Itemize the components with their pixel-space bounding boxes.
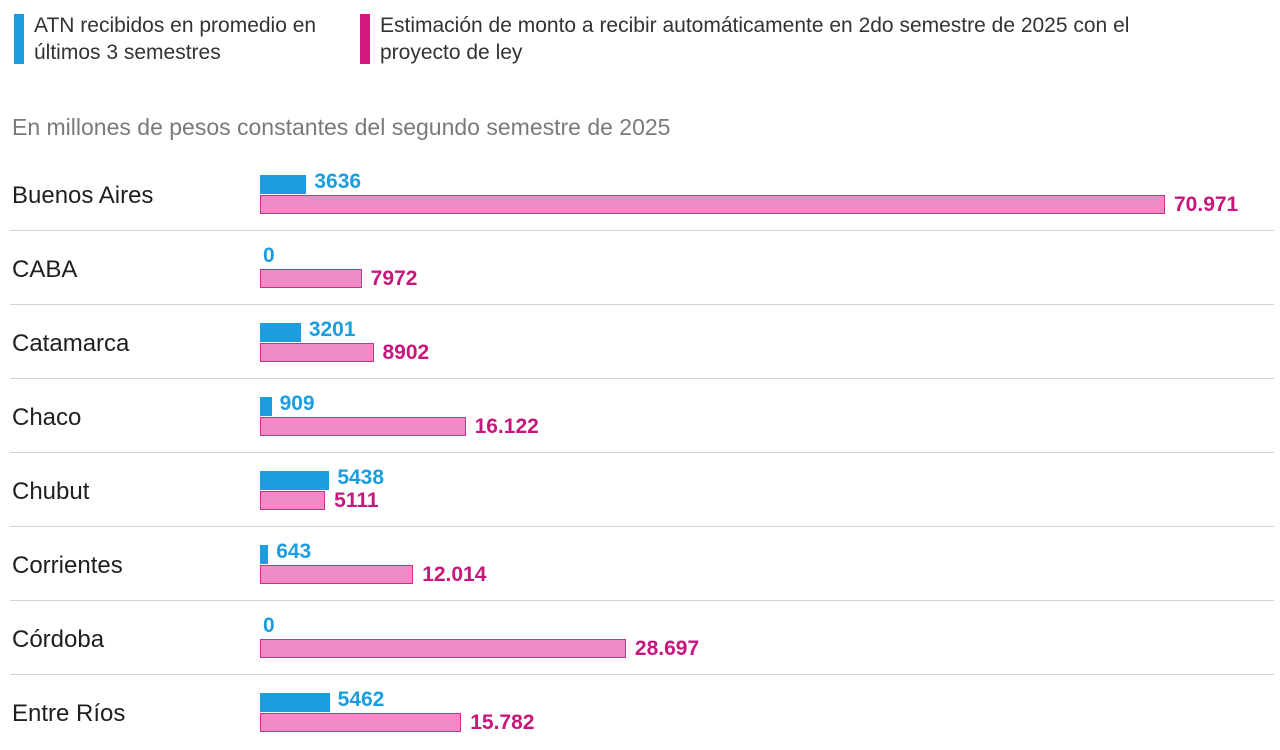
value-label-estimate: 8902 xyxy=(382,341,430,364)
value-label-estimate: 28.697 xyxy=(634,637,700,660)
chart-row: CABA 0 7972 xyxy=(0,232,1280,306)
value-label-atn: 5438 xyxy=(337,466,385,489)
row-divider xyxy=(10,378,1274,379)
bar-estimate xyxy=(260,195,1165,214)
row-divider xyxy=(10,230,1274,231)
legend-item-atn: ATN recibidos en promedio en últimos 3 s… xyxy=(14,12,334,66)
value-label-atn: 909 xyxy=(279,392,315,415)
category-label: CABA xyxy=(12,256,78,283)
chart-subtitle: En millones de pesos constantes del segu… xyxy=(12,114,671,140)
legend-item-estimate: Estimación de monto a recibir automática… xyxy=(360,12,1140,66)
bar-estimate xyxy=(260,491,326,510)
bar-atn xyxy=(260,175,307,194)
bar-estimate xyxy=(260,713,462,732)
value-label-estimate: 15.782 xyxy=(470,711,535,734)
chart-row: Corrientes 643 12.014 xyxy=(0,528,1280,602)
bar-atn xyxy=(260,545,269,564)
value-label-atn: 643 xyxy=(276,540,312,563)
legend-swatch-atn xyxy=(14,14,24,64)
chart-row: Catamarca 3201 8902 xyxy=(0,306,1280,380)
chart-row: Chubut 5438 5111 xyxy=(0,454,1280,528)
legend-swatch-estimate xyxy=(360,14,370,64)
value-label-estimate: 5111 xyxy=(334,489,379,512)
bar-estimate xyxy=(260,639,626,658)
bar-estimate xyxy=(260,565,414,584)
chart-row: Chaco 909 16.122 xyxy=(0,380,1280,454)
row-divider xyxy=(10,452,1274,453)
value-label-estimate: 7972 xyxy=(370,267,418,290)
category-label: Corrientes xyxy=(12,552,123,579)
value-label-atn: 3201 xyxy=(308,318,356,341)
category-label: Córdoba xyxy=(12,626,105,653)
chart-row: Córdoba 0 28.697 xyxy=(0,602,1280,676)
bar-atn xyxy=(260,323,301,342)
bar-estimate xyxy=(260,343,374,362)
category-label: Entre Ríos xyxy=(12,700,126,727)
legend-label-atn: ATN recibidos en promedio en últimos 3 s… xyxy=(34,14,317,64)
category-label: Chubut xyxy=(12,478,90,505)
bar-atn xyxy=(260,693,330,712)
value-label-atn: 3636 xyxy=(314,170,362,193)
row-divider xyxy=(10,674,1274,675)
bar-chart: Buenos Aires 3636 70.971 CABA 0 7972 Catamarca… xyxy=(0,158,1280,750)
value-label-atn: 0 xyxy=(263,614,275,637)
bar-estimate xyxy=(260,269,362,288)
value-label-estimate: 12.014 xyxy=(422,563,487,586)
legend: ATN recibidos en promedio en últimos 3 s… xyxy=(12,12,1280,72)
value-label-estimate: 70.971 xyxy=(1174,193,1239,216)
row-divider xyxy=(10,304,1274,305)
category-label: Chaco xyxy=(12,404,82,431)
value-label-atn: 0 xyxy=(263,244,275,267)
row-divider xyxy=(10,526,1274,527)
category-label: Catamarca xyxy=(12,330,130,357)
chart-row: Buenos Aires 3636 70.971 xyxy=(0,158,1280,232)
category-label: Buenos Aires xyxy=(12,182,154,209)
bar-atn xyxy=(260,397,272,416)
legend-label-estimate: Estimación de monto a recibir automática… xyxy=(380,14,1130,64)
value-label-estimate: 16.122 xyxy=(474,415,539,438)
bar-atn xyxy=(260,471,330,490)
row-divider xyxy=(10,600,1274,601)
chart-row: Entre Ríos 5462 15.782 xyxy=(0,676,1280,750)
value-label-atn: 5462 xyxy=(337,688,385,711)
bar-estimate xyxy=(260,417,466,436)
